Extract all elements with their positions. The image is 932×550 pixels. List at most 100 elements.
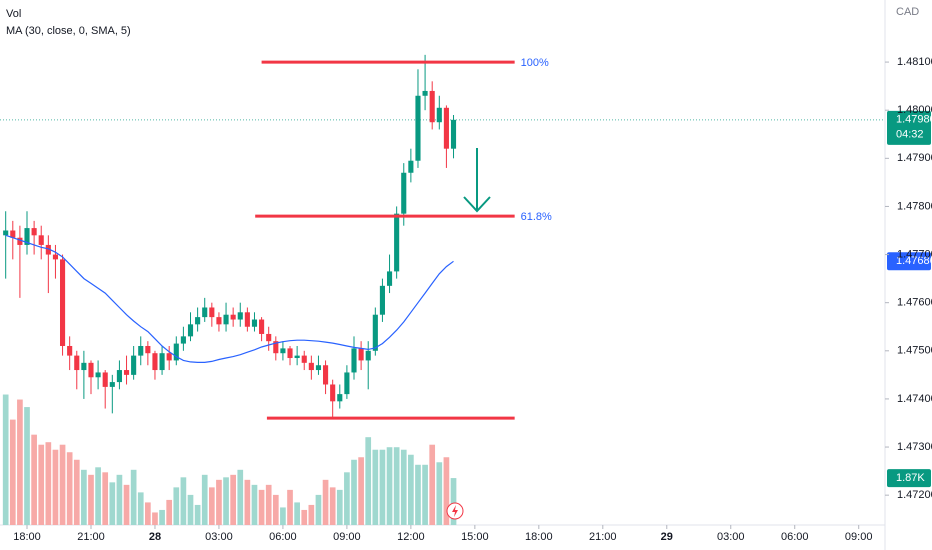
volume-bar xyxy=(280,507,286,525)
volume-bar xyxy=(31,434,37,525)
price-tag-label: 1.47980 xyxy=(896,114,932,126)
candle-body xyxy=(273,341,279,354)
x-tick-label: 29 xyxy=(661,531,673,543)
volume-bar xyxy=(351,459,357,525)
x-tick-label: 09:00 xyxy=(333,531,361,543)
candle-body xyxy=(202,307,208,318)
volume-bar xyxy=(415,464,421,525)
volume-bar xyxy=(237,469,244,525)
candle-body xyxy=(159,353,165,371)
plot: 100% 61.8% xyxy=(0,54,885,525)
candle-body xyxy=(244,312,250,327)
volume-bar xyxy=(400,449,407,525)
currency-label: CAD xyxy=(896,6,919,18)
candle-body xyxy=(436,107,442,123)
volume-bar xyxy=(251,484,258,525)
alert-icon[interactable] xyxy=(446,502,464,520)
candle-body xyxy=(330,384,336,402)
candle-body xyxy=(145,345,151,354)
volume-bar xyxy=(450,478,457,525)
volume-bar xyxy=(137,492,144,525)
volume-bar xyxy=(372,449,379,525)
candle-body xyxy=(88,362,94,378)
ma-tag-label: 1.47686 xyxy=(896,255,932,267)
candle-body xyxy=(102,372,108,387)
candle-body xyxy=(379,285,385,315)
volume-tag xyxy=(887,469,931,488)
indicator-label: Vol xyxy=(6,8,21,20)
volume-bar xyxy=(301,509,308,525)
price-tags: 1.47980 04:32 1.47686 1.87K xyxy=(887,110,932,488)
volume-bar xyxy=(408,454,414,525)
candle-body xyxy=(237,312,243,320)
volume-tag-label: 1.87K xyxy=(896,472,925,484)
candle-body xyxy=(401,172,407,214)
volume-bar xyxy=(436,462,443,525)
candle-body xyxy=(443,107,449,149)
moving-average xyxy=(5,234,454,363)
volume-bar xyxy=(287,489,293,525)
volume-bar xyxy=(102,472,109,525)
candle-body xyxy=(394,213,400,272)
volume-bar xyxy=(180,477,187,525)
y-tick-label: 1.47500 xyxy=(897,345,932,357)
volume-bar xyxy=(393,447,400,525)
candle-body xyxy=(95,372,101,378)
price-tag xyxy=(887,110,931,145)
volume-bar xyxy=(9,419,16,525)
indicator-label: MA (30, close, 0, SMA, 5) xyxy=(6,25,131,37)
volume-bar xyxy=(216,479,222,525)
x-tick-label: 21:00 xyxy=(77,531,105,543)
candle-body xyxy=(251,319,258,327)
candle-body xyxy=(429,90,435,123)
volume-bar xyxy=(45,442,52,525)
candle-body xyxy=(259,319,265,334)
x-tick-label: 03:00 xyxy=(205,531,233,543)
volume-bar xyxy=(379,449,386,525)
alert-bolt[interactable] xyxy=(452,505,458,517)
candle-body xyxy=(10,230,16,238)
volume-bar xyxy=(24,407,30,525)
candle-body xyxy=(294,355,300,359)
candle-body xyxy=(422,90,428,96)
candle-body xyxy=(52,254,59,260)
y-tick-label: 1.47300 xyxy=(897,441,932,453)
volume-bar xyxy=(145,502,151,525)
volume-bar xyxy=(66,452,73,525)
candle-body xyxy=(166,353,172,361)
candle-body xyxy=(308,362,314,371)
candle-body xyxy=(351,348,357,373)
x-tick-label: 28 xyxy=(149,531,161,543)
volume-bar xyxy=(2,394,9,525)
volume-bar xyxy=(95,467,101,525)
volume-bar xyxy=(116,474,123,525)
y-tick-label: 1.48000 xyxy=(897,104,932,116)
candle-body xyxy=(152,353,158,371)
y-tick-label: 1.47400 xyxy=(897,393,932,405)
y-tick-label: 1.48100 xyxy=(897,56,932,68)
x-tick-label: 12:00 xyxy=(397,531,425,543)
candle-body xyxy=(67,345,73,356)
candle-body xyxy=(372,314,378,351)
candle-body xyxy=(408,160,414,173)
y-tick-label: 1.47700 xyxy=(897,248,932,260)
volume-bar xyxy=(386,447,393,525)
candle-body xyxy=(415,95,421,161)
volume-bar xyxy=(52,449,59,525)
volume-bar xyxy=(173,487,180,525)
candle-body xyxy=(116,370,122,383)
volume-bar xyxy=(230,474,236,525)
x-tick-label: 18:00 xyxy=(13,531,41,543)
volume-bar xyxy=(294,502,300,525)
candle-body xyxy=(187,324,194,337)
candle-body xyxy=(301,355,307,363)
y-tick-label: 1.47900 xyxy=(897,152,932,164)
volume-bar xyxy=(223,477,229,525)
countdown: 04:32 xyxy=(896,129,924,141)
volume-bar xyxy=(315,494,322,525)
candle-body xyxy=(31,228,37,236)
y-tick-label: 1.47200 xyxy=(897,489,932,501)
volume-bar xyxy=(194,504,201,525)
